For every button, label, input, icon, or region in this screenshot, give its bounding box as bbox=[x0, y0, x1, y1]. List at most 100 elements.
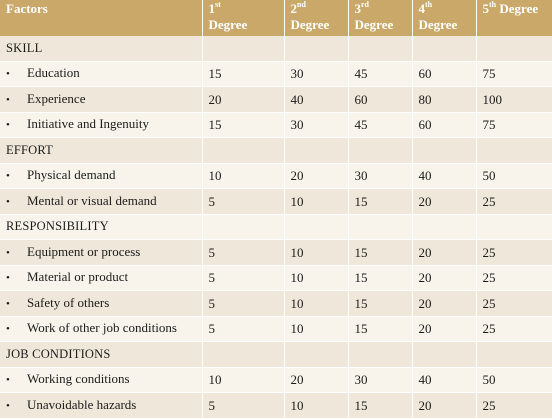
factor-label: Material or product bbox=[27, 269, 129, 285]
degree-suffix: nd bbox=[297, 0, 306, 9]
header-degree-3: 3rd Degree bbox=[348, 0, 413, 36]
degree-number: 3 bbox=[354, 1, 362, 16]
factor-cell: • Work of other job conditions bbox=[0, 316, 203, 342]
degree-4-points: 20 bbox=[412, 239, 477, 266]
degree-1-points: 5 bbox=[202, 316, 285, 342]
factor-cell: • Mental or visual demand bbox=[0, 188, 203, 215]
degree-word: Degree bbox=[418, 17, 458, 32]
bullet-icon: • bbox=[6, 246, 10, 259]
bullet-icon: • bbox=[6, 93, 10, 106]
degree-2-points: 30 bbox=[284, 112, 349, 138]
degree-5-points: 50 bbox=[476, 367, 552, 393]
degree-suffix: rd bbox=[361, 0, 369, 9]
table-body: SKILL • Education 15 30 45 60 75 • Experience 20 40… bbox=[0, 36, 552, 419]
degree-2-points: 10 bbox=[284, 290, 349, 317]
degree-5-points: 25 bbox=[476, 316, 552, 342]
degree-5-points: 25 bbox=[476, 265, 552, 291]
degree-2-points: 40 bbox=[284, 86, 349, 113]
bullet-icon: • bbox=[6, 195, 10, 208]
degree-3-points: 30 bbox=[348, 367, 413, 393]
degree-5-points: 75 bbox=[476, 112, 552, 138]
factor-row: • Experience 20 40 60 80 100 bbox=[0, 86, 552, 113]
degree-1-points: 10 bbox=[202, 163, 285, 189]
degree-number: 1 bbox=[208, 1, 216, 16]
degree-number: 4 bbox=[418, 1, 426, 16]
degree-4-points: 60 bbox=[412, 61, 477, 87]
empty-cell bbox=[202, 36, 285, 62]
factor-row: • Mental or visual demand 5 10 15 20 25 bbox=[0, 188, 552, 215]
header-degree-2: 2nd Degree bbox=[284, 0, 349, 36]
degree-2-points: 10 bbox=[284, 392, 349, 419]
degree-3-points: 15 bbox=[348, 290, 413, 317]
empty-cell bbox=[284, 137, 349, 164]
section-row: EFFORT bbox=[0, 137, 552, 164]
header-factors: Factors bbox=[0, 0, 203, 36]
degree-3-points: 15 bbox=[348, 316, 413, 342]
factor-label: Safety of others bbox=[27, 294, 110, 310]
degree-3-points: 15 bbox=[348, 188, 413, 215]
degree-3-points: 60 bbox=[348, 86, 413, 113]
factor-label: Physical demand bbox=[27, 167, 116, 183]
degree-suffix: th bbox=[425, 0, 433, 9]
degree-1-points: 15 bbox=[202, 112, 285, 138]
empty-cell bbox=[412, 137, 477, 164]
degree-5-points: 25 bbox=[476, 392, 552, 419]
factor-cell: • Education bbox=[0, 61, 203, 87]
empty-cell bbox=[476, 137, 552, 164]
degree-4-points: 20 bbox=[412, 316, 477, 342]
bullet-icon: • bbox=[6, 323, 10, 336]
degree-4-points: 20 bbox=[412, 265, 477, 291]
factor-row: • Working conditions 10 20 30 40 50 bbox=[0, 367, 552, 393]
empty-cell bbox=[284, 214, 349, 240]
degree-word: Degree bbox=[354, 17, 394, 32]
degree-1-points: 20 bbox=[202, 86, 285, 113]
empty-cell bbox=[348, 341, 413, 368]
degree-2-points: 10 bbox=[284, 188, 349, 215]
section-label: SKILL bbox=[0, 36, 203, 62]
factor-label: Work of other job conditions bbox=[27, 320, 177, 336]
factor-label: Education bbox=[27, 65, 80, 81]
degree-number: 2 bbox=[290, 1, 298, 16]
degree-4-points: 40 bbox=[412, 367, 477, 393]
degree-3-points: 45 bbox=[348, 61, 413, 87]
empty-cell bbox=[202, 341, 285, 368]
degree-4-points: 20 bbox=[412, 290, 477, 317]
degree-number: 5 bbox=[482, 1, 490, 16]
header-degree-5: 5th Degree bbox=[476, 0, 552, 36]
factor-label: Unavoidable hazards bbox=[27, 396, 137, 412]
degree-5-points: 25 bbox=[476, 188, 552, 215]
degree-2-points: 30 bbox=[284, 61, 349, 87]
section-row: RESPONSIBILITY bbox=[0, 214, 552, 240]
degree-5-points: 25 bbox=[476, 290, 552, 317]
factor-cell: • Unavoidable hazards bbox=[0, 392, 203, 419]
factor-row: • Education 15 30 45 60 75 bbox=[0, 61, 552, 87]
factor-label: Initiative and Ingenuity bbox=[27, 116, 150, 132]
section-label: EFFORT bbox=[0, 137, 203, 164]
header-row: Factors 1st Degree 2nd Degree 3rd Degree 4t… bbox=[0, 0, 552, 36]
section-row: SKILL bbox=[0, 36, 552, 62]
header-degree-1: 1st Degree bbox=[202, 0, 285, 36]
degree-2-points: 10 bbox=[284, 316, 349, 342]
empty-cell bbox=[412, 214, 477, 240]
degree-1-points: 5 bbox=[202, 239, 285, 266]
factor-row: • Equipment or process 5 10 15 20 25 bbox=[0, 239, 552, 266]
factor-cell: • Material or product bbox=[0, 265, 203, 291]
factor-cell: • Initiative and Ingenuity bbox=[0, 112, 203, 138]
factor-cell: • Experience bbox=[0, 86, 203, 113]
empty-cell bbox=[348, 214, 413, 240]
factor-row: • Physical demand 10 20 30 40 50 bbox=[0, 163, 552, 189]
degree-suffix: th bbox=[489, 0, 497, 9]
empty-cell bbox=[476, 214, 552, 240]
empty-cell bbox=[412, 36, 477, 62]
degree-5-points: 25 bbox=[476, 239, 552, 266]
degree-suffix: st bbox=[215, 0, 221, 9]
factor-row: • Material or product 5 10 15 20 25 bbox=[0, 265, 552, 291]
degree-5-points: 50 bbox=[476, 163, 552, 189]
factor-cell: • Working conditions bbox=[0, 367, 203, 393]
degree-1-points: 5 bbox=[202, 188, 285, 215]
bullet-icon: • bbox=[6, 297, 10, 310]
factor-cell: • Equipment or process bbox=[0, 239, 203, 266]
degree-1-points: 10 bbox=[202, 367, 285, 393]
degree-4-points: 20 bbox=[412, 392, 477, 419]
